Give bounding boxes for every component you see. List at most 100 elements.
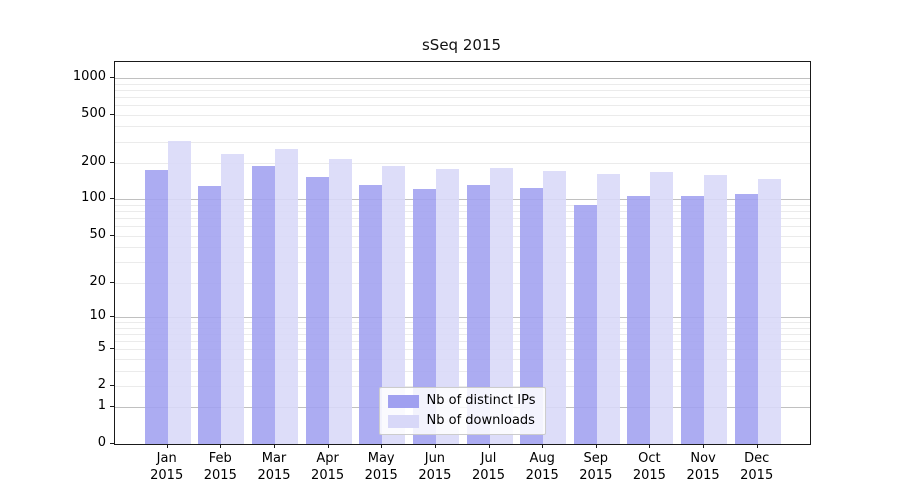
bar-distinct-ips xyxy=(305,176,329,444)
bar-distinct-ips xyxy=(681,195,705,444)
x-tick-month: Sep xyxy=(583,451,609,466)
bar-downloads xyxy=(328,158,352,444)
x-tick-label: Apr 2015 xyxy=(296,450,360,484)
legend-swatch-distinct-ips xyxy=(387,394,419,408)
x-tick-month: Dec xyxy=(744,451,770,466)
bar-distinct-ips xyxy=(627,195,651,444)
x-tick-month: Oct xyxy=(638,451,661,466)
x-tick-label: Oct 2015 xyxy=(617,450,681,484)
bar-distinct-ips xyxy=(520,188,544,444)
y-tick-mark xyxy=(110,113,114,115)
x-tick-year: 2015 xyxy=(579,468,613,483)
y-gridline-minor xyxy=(115,385,810,387)
x-tick-year: 2015 xyxy=(632,468,666,483)
y-gridline-minor xyxy=(115,211,810,213)
x-tick-year: 2015 xyxy=(203,468,237,483)
y-gridline-minor xyxy=(115,218,810,220)
bar-distinct-ips xyxy=(198,186,222,444)
y-tick-label: 2 xyxy=(97,376,106,392)
legend-swatch-downloads xyxy=(387,414,419,428)
y-tick-label: 10 xyxy=(89,307,106,323)
legend-label-distinct-ips: Nb of distinct IPs xyxy=(426,393,536,408)
y-tick-label: 50 xyxy=(89,226,106,242)
bar-distinct-ips xyxy=(734,194,758,444)
y-gridline-minor xyxy=(115,83,810,85)
y-tick-label: 100 xyxy=(81,190,106,206)
bar-distinct-ips xyxy=(252,166,275,444)
x-tick-label: Sep 2015 xyxy=(564,450,628,484)
y-tick-mark xyxy=(110,162,114,163)
x-tick-label: Jan 2015 xyxy=(135,450,199,484)
bar-downloads xyxy=(650,172,674,444)
legend: Nb of distinct IPs Nb of downloads xyxy=(378,387,547,435)
x-tick-year: 2015 xyxy=(686,468,720,483)
x-tick-label: Mar 2015 xyxy=(242,450,306,484)
x-tick-mark xyxy=(595,444,597,448)
bar-downloads xyxy=(757,178,781,444)
y-tick-mark xyxy=(110,443,114,444)
x-tick-label: Jun 2015 xyxy=(403,450,467,484)
plot-area: Nb of distinct IPs Nb of downloads xyxy=(114,61,811,445)
x-tick-mark xyxy=(220,444,222,448)
y-gridline-minor xyxy=(115,205,810,206)
x-tick-month: Mar xyxy=(261,451,287,466)
x-tick-mark xyxy=(166,444,168,448)
x-tick-label: Jul 2015 xyxy=(457,450,521,484)
chart-title: sSeq 2015 xyxy=(421,36,502,54)
y-tick-label: 20 xyxy=(89,273,106,289)
y-gridline-minor xyxy=(115,340,810,342)
x-tick-month: Aug xyxy=(529,451,555,466)
bar-downloads xyxy=(221,154,245,444)
x-tick-year: 2015 xyxy=(364,468,398,483)
y-gridline-minor xyxy=(115,370,810,372)
x-tick-year: 2015 xyxy=(740,468,774,483)
bar-downloads xyxy=(382,165,406,444)
x-tick-year: 2015 xyxy=(257,468,291,483)
y-gridline-minor xyxy=(115,235,810,237)
y-tick-mark xyxy=(110,234,114,236)
y-gridline-major xyxy=(115,316,810,318)
y-gridline-major xyxy=(115,77,810,79)
y-tick-mark xyxy=(110,348,114,350)
y-tick-mark xyxy=(110,198,114,200)
x-tick-label: May 2015 xyxy=(349,450,413,484)
y-gridline-minor xyxy=(115,349,810,351)
x-tick-label: Aug 2015 xyxy=(510,450,574,484)
x-tick-mark xyxy=(649,444,651,448)
x-tick-month: Jul xyxy=(480,451,497,466)
x-tick-mark xyxy=(756,444,758,448)
x-tick-mark xyxy=(703,444,705,448)
y-gridline-minor xyxy=(115,163,810,164)
x-tick-mark xyxy=(274,444,275,448)
bar-downloads xyxy=(543,171,567,444)
y-gridline-minor xyxy=(115,282,810,284)
y-tick-mark xyxy=(110,76,114,78)
y-gridline-minor xyxy=(115,96,810,98)
x-tick-label: Dec 2015 xyxy=(725,450,789,484)
y-gridline-minor xyxy=(115,89,810,91)
bar-distinct-ips xyxy=(466,184,490,444)
x-tick-month: Apr xyxy=(316,451,339,466)
y-gridline-major xyxy=(115,199,810,201)
bar-downloads xyxy=(704,175,728,444)
y-gridline-minor xyxy=(115,126,810,128)
bar-downloads xyxy=(275,148,298,444)
legend-label-downloads: Nb of downloads xyxy=(426,413,535,428)
x-tick-year: 2015 xyxy=(150,468,184,483)
x-tick-month: Jan xyxy=(156,451,177,466)
y-tick-mark xyxy=(110,281,114,283)
x-tick-mark xyxy=(488,444,490,448)
x-tick-year: 2015 xyxy=(525,468,559,483)
x-tick-month: Nov xyxy=(690,451,716,466)
y-gridline-minor xyxy=(115,327,810,329)
x-tick-year: 2015 xyxy=(311,468,345,483)
x-tick-month: Jun xyxy=(424,451,446,466)
y-tick-mark xyxy=(110,384,114,386)
x-tick-mark xyxy=(434,444,436,448)
bar-distinct-ips xyxy=(573,205,597,444)
legend-row-downloads: Nb of downloads xyxy=(387,413,536,428)
x-tick-year: 2015 xyxy=(418,468,452,483)
legend-row-distinct-ips: Nb of distinct IPs xyxy=(387,393,536,408)
x-tick-label: Nov 2015 xyxy=(671,450,735,484)
